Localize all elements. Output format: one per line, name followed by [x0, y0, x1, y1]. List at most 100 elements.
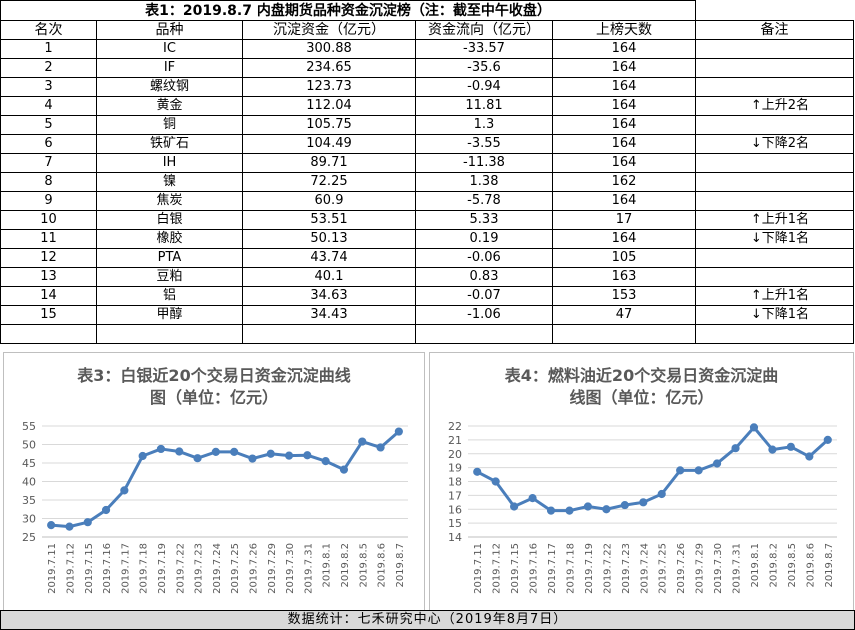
rank-cell: 11 — [0, 229, 97, 249]
data-point — [193, 454, 202, 463]
rank-cell: 4 — [0, 96, 97, 116]
table-row: 8 镍 72.25 1.38 162 — [0, 172, 854, 192]
data-point — [376, 443, 385, 452]
x-tick-label: 2019.7.29 — [695, 543, 706, 594]
data-point — [491, 477, 500, 486]
fund-cell: 123.73 — [242, 77, 416, 97]
fuel-oil-chart-panel: 表4：燃料油近20个交易日资金沉淀曲 线图（单位：亿元） 14 15 16 17 18 19 2… — [429, 352, 854, 611]
data-point — [768, 445, 777, 454]
x-tick-label: 2019.7.16 — [529, 543, 540, 594]
x-tick-label: 2019.7.11 — [473, 543, 484, 594]
days-cell: 164 — [552, 153, 696, 173]
data-point — [620, 500, 629, 510]
fund-cell: 105.75 — [242, 115, 416, 135]
remark-cell: ↑上升1名 — [695, 210, 854, 230]
product-cell: 螺纹钢 — [96, 77, 243, 97]
flow-cell: -35.6 — [415, 58, 553, 78]
column-header: 资金流向（亿元） — [415, 20, 553, 40]
table-title-blank — [695, 0, 854, 21]
days-cell: 164 — [552, 229, 696, 249]
fund-cell — [242, 324, 416, 344]
fund-cell: 50.13 — [242, 229, 416, 249]
days-cell: 164 — [552, 58, 696, 78]
data-point — [47, 521, 56, 530]
rank-cell: 13 — [0, 267, 97, 287]
data-point — [712, 459, 722, 468]
x-tick-label: 2019.7.29 — [267, 543, 278, 594]
rank-cell: 14 — [0, 286, 97, 306]
y-tick-label: 18 — [448, 476, 462, 489]
fund-ranking-table-wrap: 表1：2019.8.7 内盘期货品种资金沉淀榜（注：截至中午收盘） 名次 品种 沉淀… — [0, 0, 854, 344]
x-tick-label: 2019.7.12 — [65, 543, 76, 594]
flow-cell: -0.94 — [415, 77, 553, 97]
y-tick-label: 22 — [448, 420, 462, 433]
x-tick-label: 2019.7.17 — [547, 543, 558, 594]
flow-cell: 0.19 — [415, 229, 553, 249]
product-cell: IH — [96, 153, 243, 173]
rank-cell: 6 — [0, 134, 97, 154]
data-point — [339, 465, 349, 474]
rank-cell: 8 — [0, 172, 97, 192]
rank-cell: 15 — [0, 305, 97, 325]
x-tick-label: 2019.7.12 — [492, 543, 503, 594]
product-cell: IC — [96, 39, 243, 59]
table-row: 10 白银 53.51 5.33 17 ↑上升1名 — [0, 210, 854, 230]
column-header: 沉淀资金（亿元） — [242, 20, 416, 40]
column-header: 上榜天数 — [552, 20, 696, 40]
chart-title-line2: 图（单位：亿元） — [150, 388, 278, 407]
product-cell: 白银 — [96, 210, 243, 230]
data-point — [394, 427, 403, 436]
data-point — [284, 451, 294, 460]
y-tick-label: 45 — [22, 457, 36, 470]
table-row: 13 豆粕 40.1 0.83 163 — [0, 267, 854, 287]
remark-cell: ↓下降2名 — [695, 134, 854, 154]
x-tick-label: 2019.7.19 — [584, 543, 595, 594]
table-row: 3 螺纹钢 123.73 -0.94 164 — [0, 77, 854, 97]
x-tick-label: 2019.8.2 — [768, 543, 779, 588]
x-tick-label: 2019.8.1 — [322, 543, 333, 588]
y-tick-label: 15 — [448, 517, 462, 530]
x-tick-label: 2019.7.17 — [120, 543, 131, 594]
rank-cell: 1 — [0, 39, 97, 59]
chart-title-line1: 表4：燃料油近20个交易日资金沉淀曲 — [504, 366, 778, 385]
fund-cell: 300.88 — [242, 39, 416, 59]
table-row: 4 黄金 112.04 11.81 164 ↑上升2名 — [0, 96, 854, 116]
remark-cell: ↓下降1名 — [695, 305, 854, 325]
table-row — [0, 324, 854, 344]
x-tick-label: 2019.7.18 — [139, 543, 150, 594]
data-point — [676, 466, 685, 475]
x-tick-label: 2019.7.24 — [639, 543, 650, 594]
data-point — [528, 494, 537, 503]
rank-cell: 10 — [0, 210, 97, 230]
table-row: 12 PTA 43.74 -0.06 105 — [0, 248, 854, 268]
fuel-oil-fund-line-chart: 表4：燃料油近20个交易日资金沉淀曲线图（单位：亿元）1415161718192… — [448, 366, 837, 594]
y-tick-label: 21 — [448, 434, 462, 447]
table-title: 表1：2019.8.7 内盘期货品种资金沉淀榜（注：截至中午收盘） — [0, 0, 696, 21]
x-tick-label: 2019.7.26 — [248, 543, 259, 594]
flow-cell: -0.06 — [415, 248, 553, 268]
x-tick-label: 2019.8.6 — [377, 543, 388, 588]
days-cell: 17 — [552, 210, 696, 230]
remark-cell: ↑上升2名 — [695, 96, 854, 116]
fund-cell: 112.04 — [242, 96, 416, 116]
product-cell: 甲醇 — [96, 305, 243, 325]
data-point — [473, 467, 482, 476]
product-cell: 橡胶 — [96, 229, 243, 249]
table-row: 15 甲醇 34.43 -1.06 47 ↓下降1名 — [0, 305, 854, 325]
flow-cell: -11.38 — [415, 153, 553, 173]
y-tick-label: 19 — [448, 462, 462, 475]
y-tick-label: 30 — [22, 513, 36, 526]
rank-cell — [0, 324, 97, 344]
flow-cell: -5.78 — [415, 191, 553, 211]
column-header: 备注 — [695, 20, 854, 40]
flow-cell: -3.55 — [415, 134, 553, 154]
column-header: 名次 — [0, 20, 97, 40]
product-cell: 焦炭 — [96, 191, 243, 211]
table-row: 11 橡胶 50.13 0.19 164 ↓下降1名 — [0, 229, 854, 249]
data-point — [230, 447, 239, 457]
data-point — [175, 447, 184, 456]
remark-cell: ↓下降1名 — [695, 229, 854, 249]
flow-cell: 5.33 — [415, 210, 553, 230]
x-tick-label: 2019.7.25 — [230, 543, 241, 594]
days-cell: 153 — [552, 286, 696, 306]
